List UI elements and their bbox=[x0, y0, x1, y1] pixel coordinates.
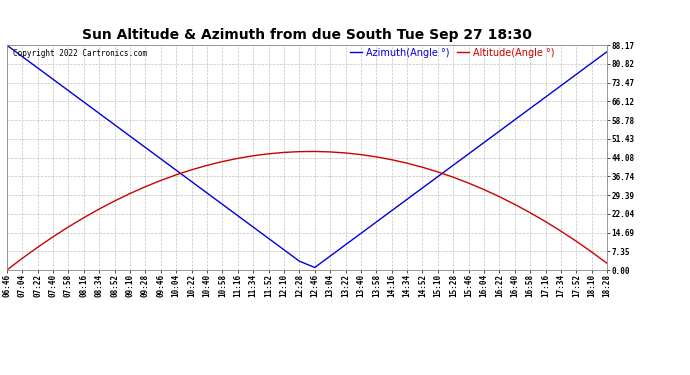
Altitude(Angle °) bbox=[295, 149, 304, 154]
Altitude(Angle °) bbox=[110, 199, 119, 203]
Azimuth(Angle °) bbox=[172, 168, 180, 172]
Altitude(Angle °) bbox=[172, 172, 180, 177]
Azimuth(Angle °) bbox=[342, 243, 350, 247]
Azimuth(Angle °) bbox=[80, 100, 88, 104]
Azimuth(Angle °) bbox=[403, 197, 411, 201]
Altitude(Angle °) bbox=[80, 215, 88, 220]
Altitude(Angle °) bbox=[264, 152, 273, 156]
Azimuth(Angle °) bbox=[511, 117, 519, 122]
Azimuth(Angle °) bbox=[280, 248, 288, 252]
Altitude(Angle °) bbox=[126, 191, 134, 196]
Text: Copyright 2022 Cartronics.com: Copyright 2022 Cartronics.com bbox=[13, 50, 147, 58]
Altitude(Angle °) bbox=[511, 202, 519, 207]
Altitude(Angle °) bbox=[372, 154, 380, 159]
Altitude(Angle °) bbox=[203, 163, 211, 168]
Azimuth(Angle °) bbox=[526, 106, 534, 111]
Altitude(Angle °) bbox=[542, 219, 550, 224]
Line: Altitude(Angle °): Altitude(Angle °) bbox=[7, 152, 607, 270]
Altitude(Angle °) bbox=[464, 181, 473, 185]
Azimuth(Angle °) bbox=[295, 259, 304, 263]
Azimuth(Angle °) bbox=[95, 111, 104, 116]
Altitude(Angle °) bbox=[557, 229, 565, 234]
Azimuth(Angle °) bbox=[34, 66, 42, 70]
Azimuth(Angle °) bbox=[264, 236, 273, 241]
Azimuth(Angle °) bbox=[495, 129, 504, 134]
Altitude(Angle °) bbox=[357, 152, 365, 157]
Azimuth(Angle °) bbox=[18, 54, 26, 59]
Azimuth(Angle °) bbox=[157, 157, 165, 161]
Altitude(Angle °) bbox=[34, 245, 42, 249]
Azimuth(Angle °) bbox=[3, 43, 11, 48]
Azimuth(Angle °) bbox=[588, 61, 596, 65]
Azimuth(Angle °) bbox=[557, 83, 565, 88]
Altitude(Angle °) bbox=[526, 210, 534, 215]
Azimuth(Angle °) bbox=[542, 95, 550, 99]
Azimuth(Angle °) bbox=[572, 72, 580, 76]
Altitude(Angle °) bbox=[157, 178, 165, 183]
Altitude(Angle °) bbox=[480, 188, 489, 192]
Altitude(Angle °) bbox=[141, 184, 150, 189]
Azimuth(Angle °) bbox=[110, 123, 119, 127]
Altitude(Angle °) bbox=[3, 268, 11, 272]
Azimuth(Angle °) bbox=[418, 186, 426, 190]
Azimuth(Angle °) bbox=[203, 191, 211, 195]
Altitude(Angle °) bbox=[234, 156, 242, 160]
Altitude(Angle °) bbox=[388, 158, 396, 162]
Azimuth(Angle °) bbox=[434, 174, 442, 179]
Altitude(Angle °) bbox=[403, 161, 411, 165]
Azimuth(Angle °) bbox=[49, 77, 57, 82]
Altitude(Angle °) bbox=[310, 149, 319, 154]
Azimuth(Angle °) bbox=[126, 134, 134, 138]
Azimuth(Angle °) bbox=[249, 225, 257, 230]
Altitude(Angle °) bbox=[326, 150, 334, 154]
Altitude(Angle °) bbox=[603, 261, 611, 266]
Line: Azimuth(Angle °): Azimuth(Angle °) bbox=[7, 45, 607, 267]
Altitude(Angle °) bbox=[64, 225, 72, 229]
Altitude(Angle °) bbox=[572, 239, 580, 244]
Azimuth(Angle °) bbox=[64, 88, 72, 93]
Altitude(Angle °) bbox=[495, 195, 504, 199]
Azimuth(Angle °) bbox=[234, 213, 242, 218]
Azimuth(Angle °) bbox=[388, 209, 396, 213]
Altitude(Angle °) bbox=[249, 153, 257, 158]
Azimuth(Angle °) bbox=[310, 265, 319, 270]
Azimuth(Angle °) bbox=[357, 231, 365, 236]
Azimuth(Angle °) bbox=[603, 49, 611, 54]
Legend: Azimuth(Angle °), Altitude(Angle °): Azimuth(Angle °), Altitude(Angle °) bbox=[351, 48, 554, 58]
Title: Sun Altitude & Azimuth from due South Tue Sep 27 18:30: Sun Altitude & Azimuth from due South Tu… bbox=[82, 28, 532, 42]
Azimuth(Angle °) bbox=[326, 254, 334, 258]
Azimuth(Angle °) bbox=[449, 163, 457, 168]
Altitude(Angle °) bbox=[588, 250, 596, 254]
Altitude(Angle °) bbox=[18, 256, 26, 261]
Altitude(Angle °) bbox=[342, 151, 350, 155]
Azimuth(Angle °) bbox=[464, 152, 473, 156]
Altitude(Angle °) bbox=[95, 207, 104, 211]
Azimuth(Angle °) bbox=[141, 145, 150, 150]
Azimuth(Angle °) bbox=[188, 179, 196, 184]
Altitude(Angle °) bbox=[188, 168, 196, 172]
Azimuth(Angle °) bbox=[372, 220, 380, 224]
Altitude(Angle °) bbox=[449, 175, 457, 180]
Altitude(Angle °) bbox=[434, 170, 442, 174]
Altitude(Angle °) bbox=[280, 150, 288, 154]
Azimuth(Angle °) bbox=[480, 140, 489, 145]
Altitude(Angle °) bbox=[218, 159, 226, 164]
Azimuth(Angle °) bbox=[218, 202, 226, 207]
Altitude(Angle °) bbox=[418, 165, 426, 170]
Altitude(Angle °) bbox=[49, 234, 57, 239]
